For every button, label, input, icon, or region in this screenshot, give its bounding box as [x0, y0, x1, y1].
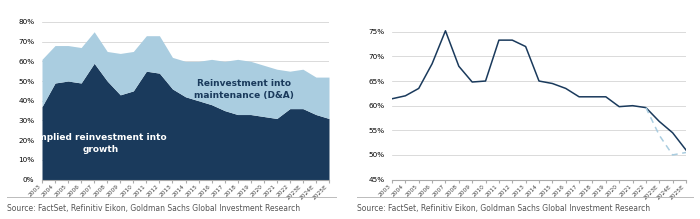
Text: Implied reinvestment into
growth: Implied reinvestment into growth [34, 133, 167, 154]
Text: Reinvestment into
maintenance (D&A): Reinvestment into maintenance (D&A) [195, 79, 294, 100]
Text: Source: FactSet, Refinitiv Eikon, Goldman Sachs Global Investment Research: Source: FactSet, Refinitiv Eikon, Goldma… [357, 204, 650, 213]
Text: Source: FactSet, Refinitiv Eikon, Goldman Sachs Global Investment Research: Source: FactSet, Refinitiv Eikon, Goldma… [7, 204, 300, 213]
